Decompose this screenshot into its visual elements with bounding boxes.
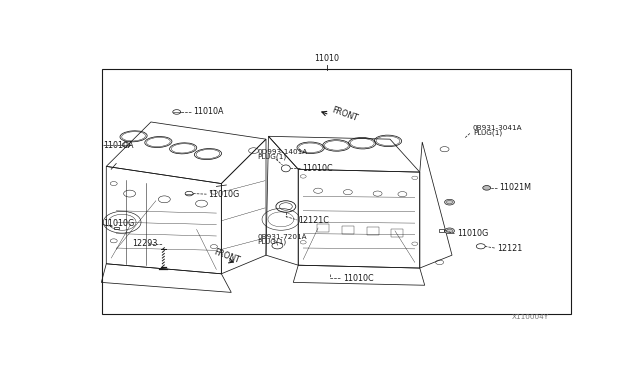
Text: 11010G: 11010G bbox=[208, 190, 239, 199]
Circle shape bbox=[445, 199, 454, 205]
Text: 11010A: 11010A bbox=[193, 108, 223, 116]
Text: 11021M: 11021M bbox=[499, 183, 531, 192]
Text: 12121: 12121 bbox=[497, 244, 522, 253]
Text: 12293: 12293 bbox=[132, 239, 157, 248]
Text: FRONT: FRONT bbox=[331, 105, 360, 123]
Text: 11010C: 11010C bbox=[343, 273, 374, 283]
Text: PLUG(1): PLUG(1) bbox=[473, 129, 502, 136]
Text: 11010G: 11010G bbox=[457, 229, 488, 238]
Bar bbox=[367, 227, 379, 235]
Text: X110004Y: X110004Y bbox=[511, 314, 548, 320]
Text: 11010: 11010 bbox=[314, 54, 339, 63]
Text: 12121C: 12121C bbox=[298, 216, 329, 225]
Text: 11010C: 11010C bbox=[302, 164, 333, 173]
Text: 11010A: 11010A bbox=[103, 141, 133, 150]
Text: PLUG(1): PLUG(1) bbox=[257, 154, 287, 160]
Text: FRONT: FRONT bbox=[213, 247, 241, 265]
Text: 0D993-1401A: 0D993-1401A bbox=[257, 149, 308, 155]
Text: 0B931-7201A: 0B931-7201A bbox=[257, 234, 307, 240]
Bar bbox=[114, 227, 118, 230]
Bar bbox=[342, 226, 354, 234]
Bar bbox=[102, 69, 571, 314]
Text: PLUG(1): PLUG(1) bbox=[257, 238, 287, 245]
Text: 11010G: 11010G bbox=[103, 219, 134, 228]
Text: 0B931-3041A: 0B931-3041A bbox=[473, 125, 522, 131]
Bar bbox=[392, 228, 403, 237]
Circle shape bbox=[483, 186, 491, 190]
Circle shape bbox=[445, 228, 454, 234]
Bar bbox=[317, 224, 329, 232]
Bar bbox=[439, 230, 444, 232]
